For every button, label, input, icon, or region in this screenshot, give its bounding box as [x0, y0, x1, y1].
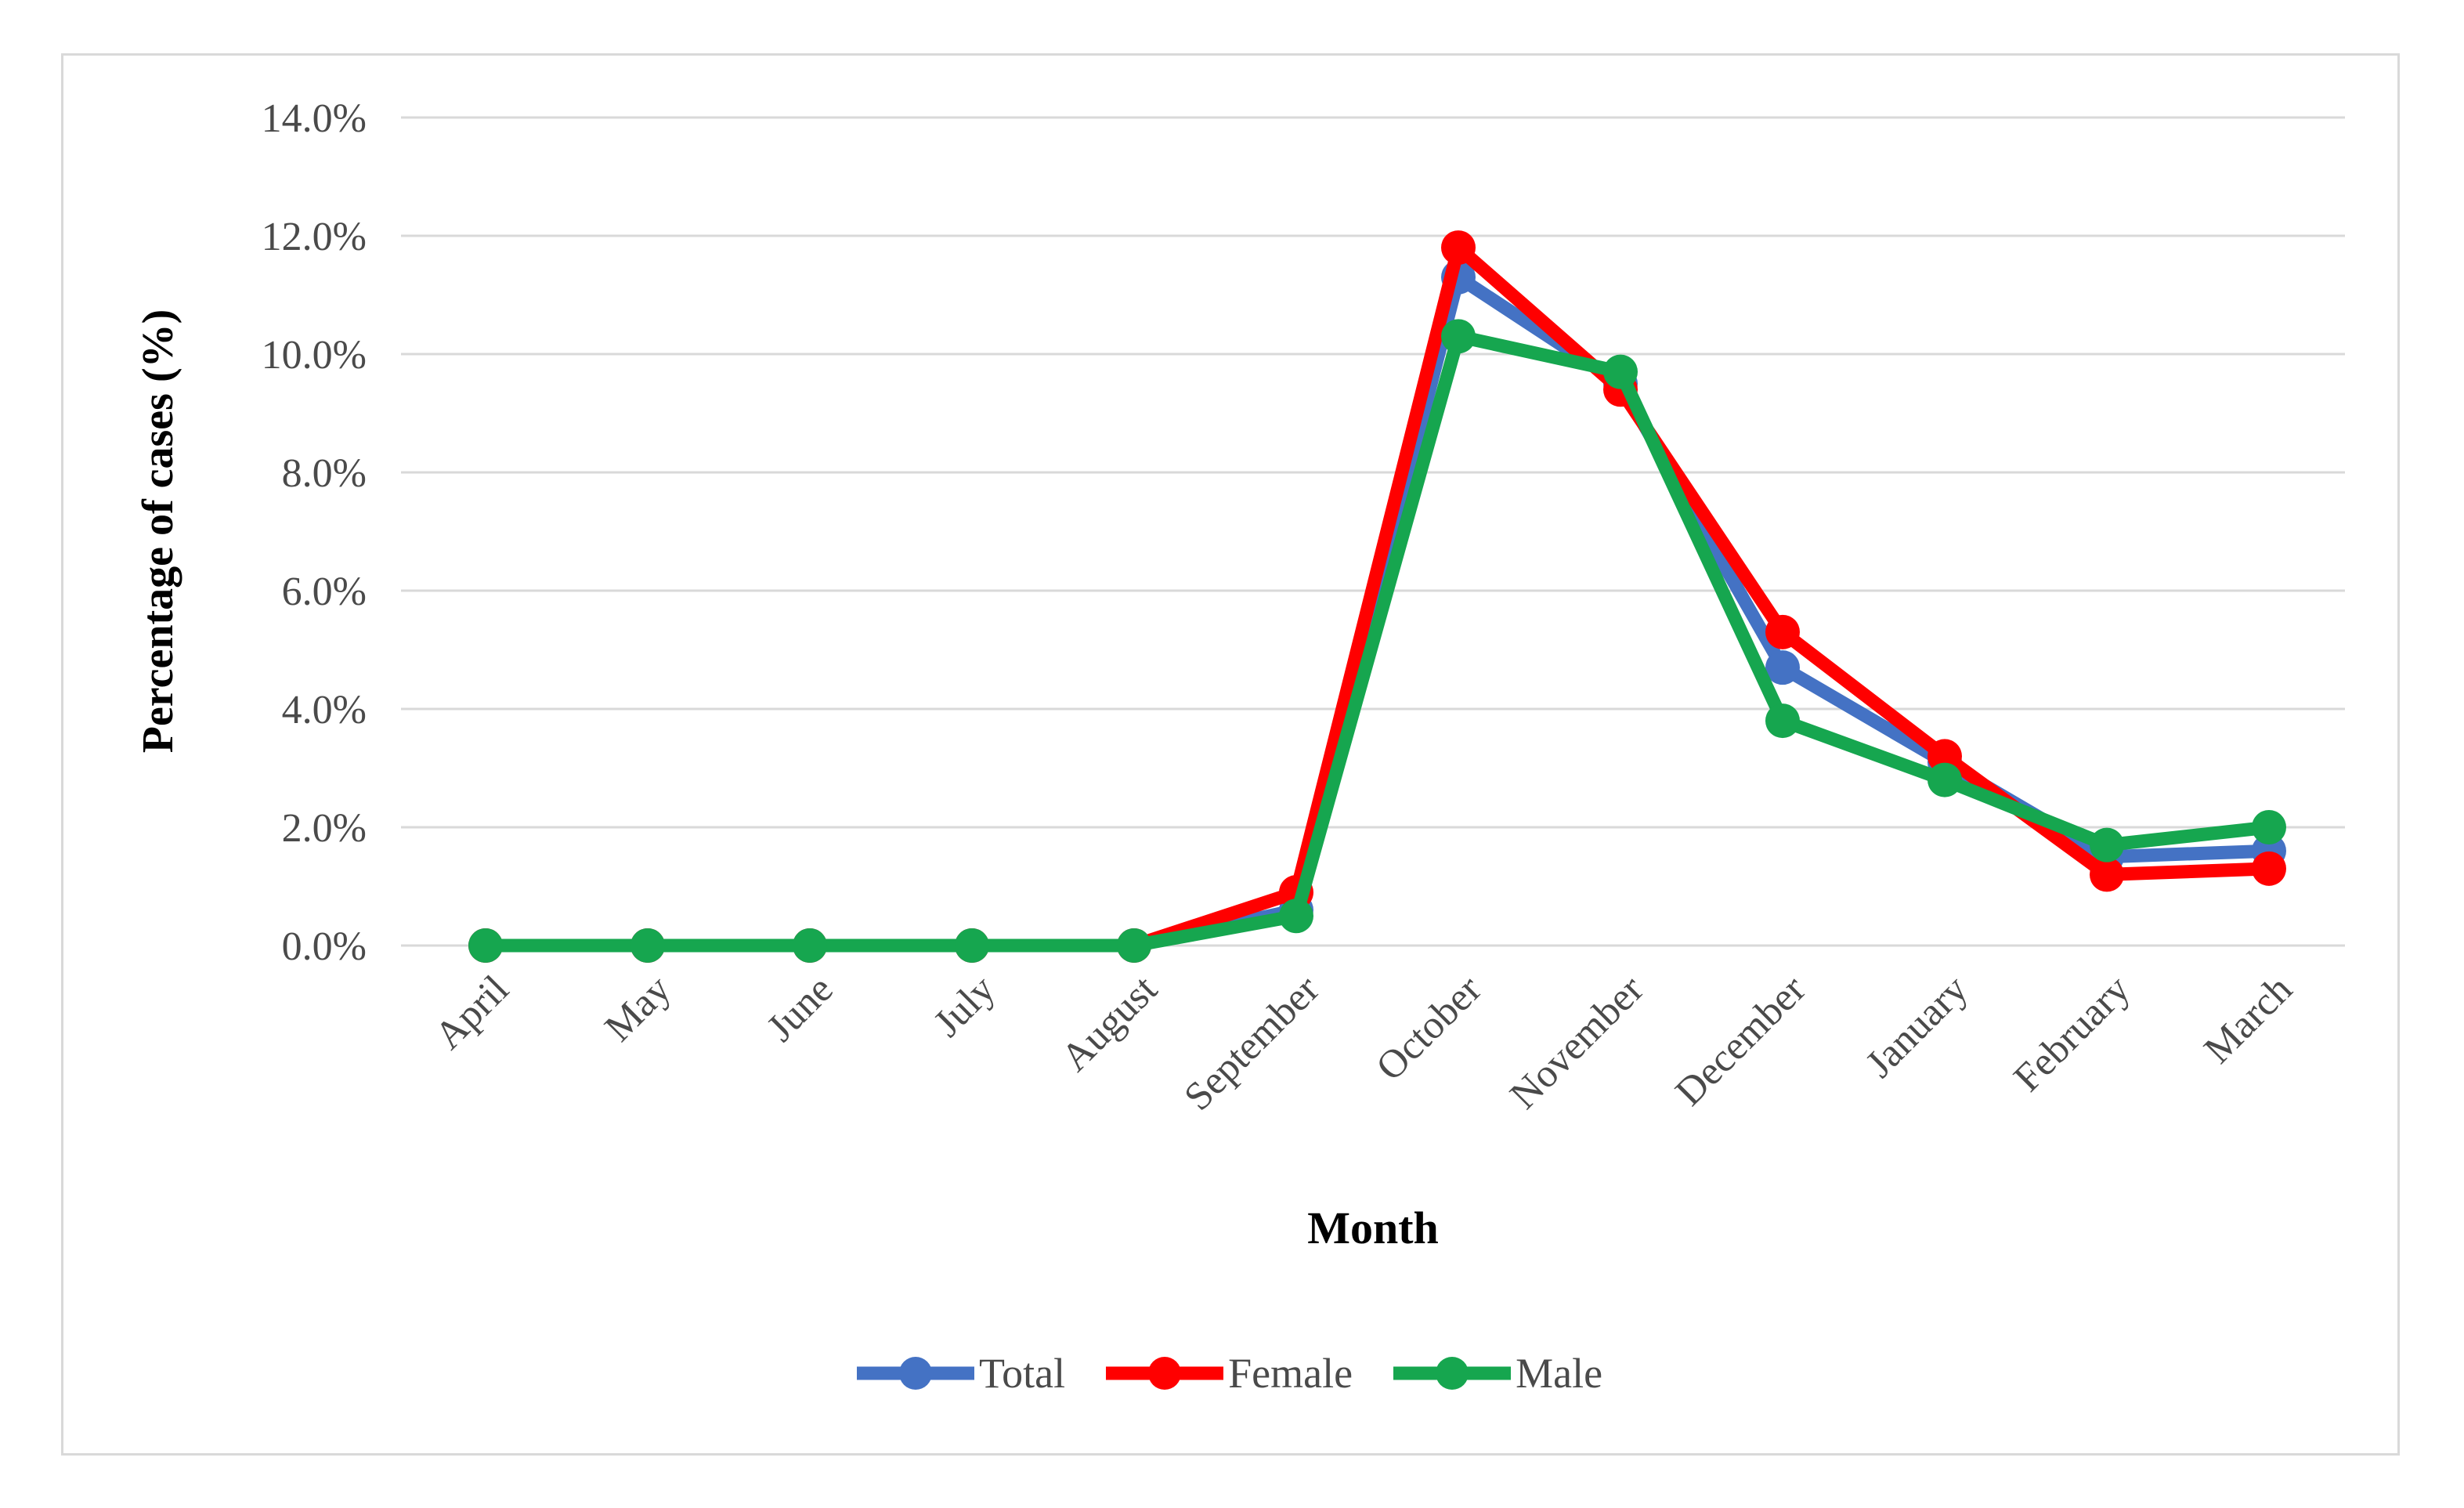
legend-marker-male: [1393, 1357, 1512, 1390]
x-tick-label: September: [1176, 967, 1328, 1119]
y-tick-label: 8.0%: [282, 451, 367, 496]
data-point-female: [2252, 851, 2286, 886]
data-point-male: [1441, 319, 1476, 354]
y-tick-label: 2.0%: [282, 806, 367, 851]
series-line-female: [479, 240, 2276, 953]
x-tick-label: May: [597, 967, 680, 1051]
series-line-male: [479, 329, 2276, 953]
y-tick-label: 6.0%: [282, 570, 367, 614]
data-point-male: [630, 928, 665, 963]
y-tick-label: 14.0%: [262, 96, 367, 141]
legend-item-female: Female: [1106, 1349, 1353, 1398]
data-point-male: [2252, 810, 2286, 844]
data-point-female: [1441, 230, 1476, 266]
legend-item-male: Male: [1393, 1349, 1602, 1398]
data-point-female: [2090, 857, 2124, 892]
x-tick-label: July: [926, 967, 1004, 1046]
data-point-male: [1117, 928, 1151, 963]
x-tick-label: October: [1368, 967, 1490, 1090]
x-axis-title: Month: [1307, 1202, 1439, 1253]
x-tick-label: April: [427, 967, 518, 1058]
data-point-male: [793, 928, 827, 963]
y-tick-label: 10.0%: [262, 333, 367, 378]
x-tick-label: February: [2006, 967, 2139, 1101]
x-tick-label: August: [1053, 967, 1166, 1080]
data-point-male: [1927, 762, 1962, 797]
legend-item-total: Total: [856, 1349, 1066, 1398]
x-tick-label: March: [2196, 967, 2301, 1072]
data-point-male: [2090, 827, 2124, 862]
legend-label: Male: [1516, 1350, 1603, 1397]
data-point-male: [1603, 354, 1638, 389]
data-point-male: [1279, 899, 1313, 934]
data-point-male: [1765, 703, 1800, 739]
x-tick-label: November: [1502, 967, 1653, 1118]
x-tick-label: December: [1667, 967, 1815, 1115]
y-tick-label: 0.0%: [282, 924, 367, 969]
legend-label: Total: [978, 1350, 1066, 1397]
legend-marker-female: [1106, 1357, 1224, 1390]
data-point-total: [1765, 650, 1800, 685]
figure-border: [61, 53, 2400, 1456]
data-point-female: [1765, 614, 1800, 649]
y-tick-label: 4.0%: [282, 688, 367, 732]
legend-label: Female: [1228, 1350, 1353, 1397]
y-axis-title: Percentage of cases (%): [134, 309, 182, 754]
legend-marker-total: [856, 1357, 974, 1390]
chart-legend: Total Female Male: [61, 1349, 2398, 1398]
data-point-male: [955, 928, 989, 963]
y-tick-label: 12.0%: [262, 215, 367, 259]
x-tick-label: June: [759, 967, 842, 1051]
data-point-male: [468, 928, 503, 963]
data-point-female: [1927, 739, 1962, 774]
x-tick-label: January: [1858, 967, 1977, 1087]
